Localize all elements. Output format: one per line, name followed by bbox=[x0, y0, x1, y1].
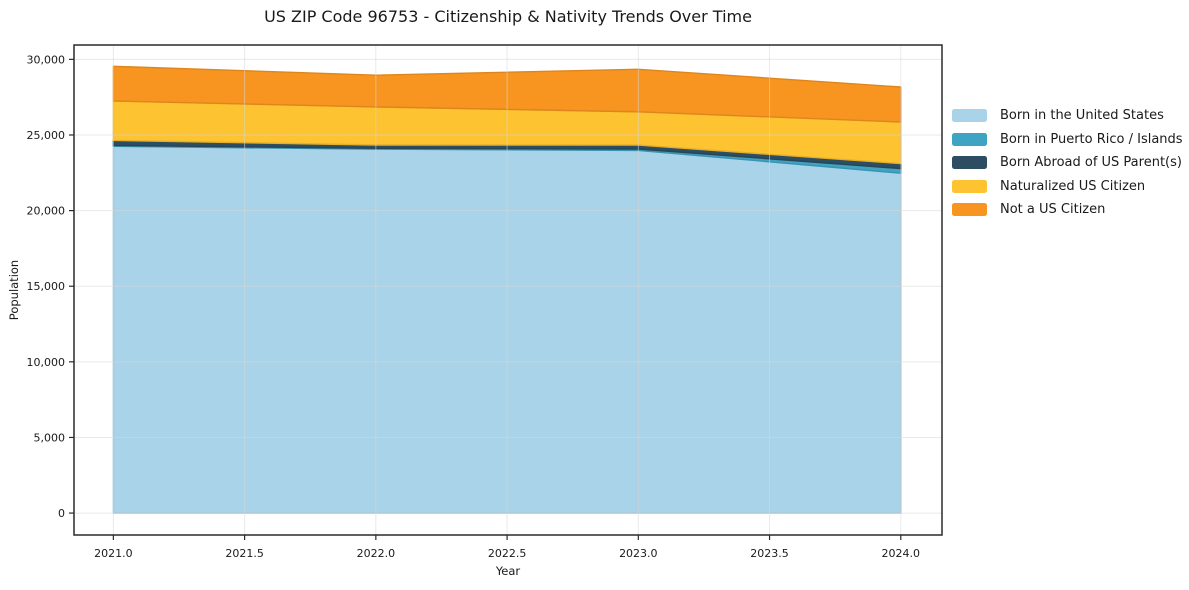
legend-item: Born Abroad of US Parent(s) bbox=[952, 151, 1183, 175]
legend-swatch-icon bbox=[952, 132, 987, 146]
legend-swatch-icon bbox=[952, 203, 987, 217]
plot-frame bbox=[73, 44, 943, 536]
x-tick-label: 2021.5 bbox=[225, 547, 264, 560]
legend-label: Born in Puerto Rico / Islands bbox=[1000, 131, 1183, 147]
x-tick-label: 2023.0 bbox=[619, 547, 658, 560]
y-tick-label: 15,000 bbox=[27, 280, 66, 293]
chart-title: US ZIP Code 96753 - Citizenship & Nativi… bbox=[264, 7, 752, 26]
x-tick-label: 2021.0 bbox=[94, 547, 133, 560]
legend-item: Born in Puerto Rico / Islands bbox=[952, 128, 1183, 152]
x-tick-label: 2022.0 bbox=[357, 547, 396, 560]
y-axis-label: Population bbox=[7, 259, 21, 321]
legend-item: Born in the United States bbox=[952, 104, 1183, 128]
legend-swatch-icon bbox=[952, 156, 987, 170]
y-tick-label: 20,000 bbox=[27, 205, 66, 218]
legend-label: Born Abroad of US Parent(s) bbox=[1000, 155, 1182, 171]
x-tick-label: 2022.5 bbox=[488, 547, 527, 560]
y-tick-label: 10,000 bbox=[27, 356, 66, 369]
legend-item: Naturalized US Citizen bbox=[952, 175, 1183, 199]
legend-label: Born in the United States bbox=[1000, 108, 1164, 124]
x-axis-label: Year bbox=[495, 564, 521, 578]
legend-label: Not a US Citizen bbox=[1000, 202, 1106, 218]
legend-swatch-icon bbox=[952, 109, 987, 123]
legend-item: Not a US Citizen bbox=[952, 198, 1183, 222]
legend-swatch-icon bbox=[952, 179, 987, 193]
legend: Born in the United States Born in Puerto … bbox=[952, 104, 1183, 222]
y-tick-label: 25,000 bbox=[27, 129, 66, 142]
y-tick-label: 5,000 bbox=[34, 431, 66, 444]
x-tick-label: 2024.0 bbox=[882, 547, 921, 560]
x-tick-label: 2023.5 bbox=[750, 547, 789, 560]
legend-label: Naturalized US Citizen bbox=[1000, 178, 1146, 194]
y-tick-label: 30,000 bbox=[27, 53, 66, 66]
y-tick-label: 0 bbox=[58, 507, 65, 520]
